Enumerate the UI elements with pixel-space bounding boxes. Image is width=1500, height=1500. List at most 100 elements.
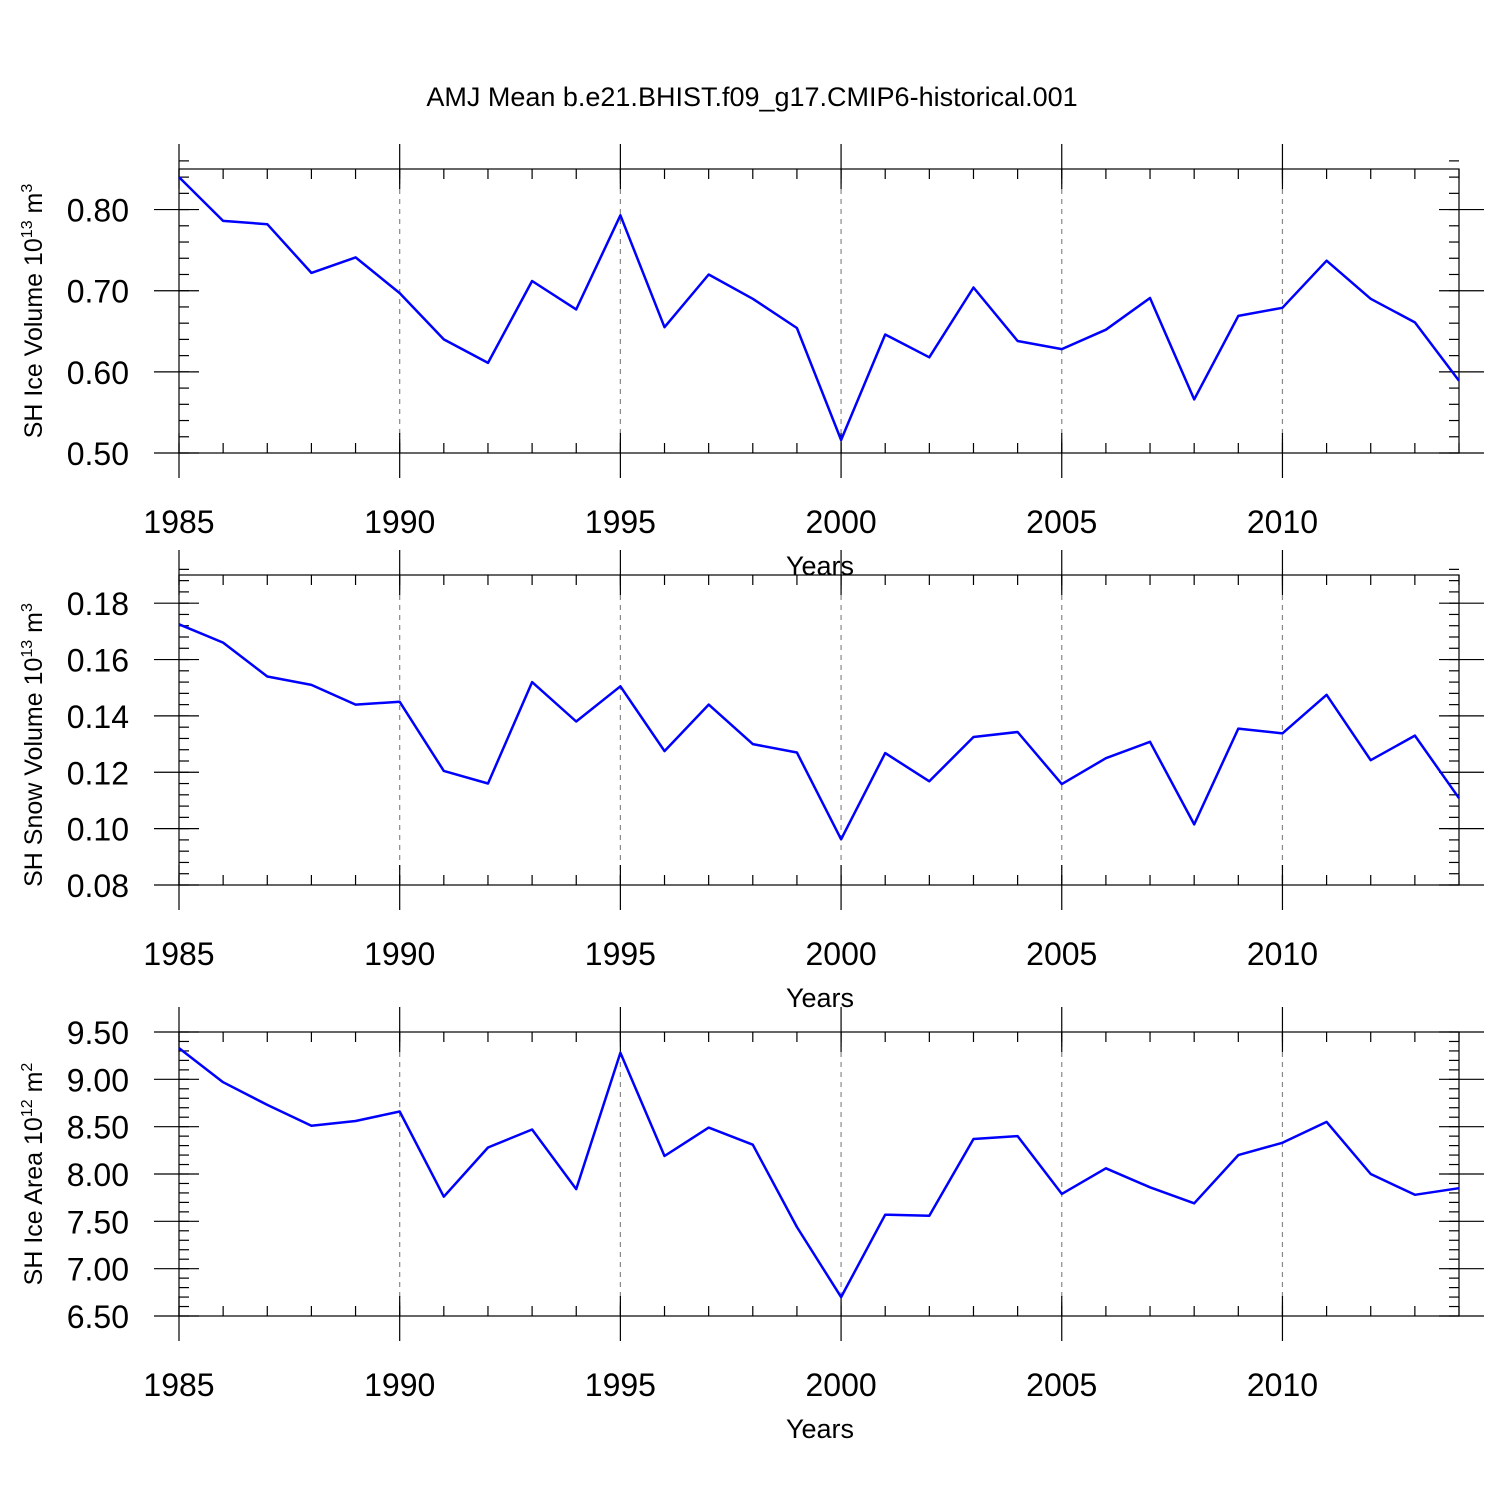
snow-volume-x-tick-label: 1995 bbox=[585, 936, 656, 972]
ice-volume-data-point bbox=[1413, 320, 1417, 324]
ice-volume-data-point bbox=[574, 307, 578, 311]
ice-area-data-point bbox=[751, 1143, 755, 1147]
ice-volume-y-axis-label-unit-exp: 3 bbox=[19, 184, 36, 193]
ice-volume-data-point bbox=[177, 175, 181, 179]
ice-volume-data-point bbox=[618, 213, 622, 217]
ice-volume-data-point bbox=[265, 222, 269, 226]
snow-volume-data-point bbox=[618, 684, 622, 688]
panel-ice-area: 1985 1990 1995 2000 2005 2010 6.50 7.00 7.50 8.00… bbox=[19, 1007, 1484, 1444]
snow-volume-data-point bbox=[1413, 734, 1417, 738]
ice-area-data-point bbox=[1148, 1185, 1152, 1189]
ice-volume-data-point bbox=[398, 291, 402, 295]
ice-area-data-point bbox=[398, 1110, 402, 1114]
snow-volume-data-point bbox=[530, 680, 534, 684]
ice-volume-y-tick-label: 0.80 bbox=[67, 193, 129, 229]
ice-volume-data-point bbox=[309, 271, 313, 275]
ice-volume-y-axis-label: SH Ice Volume 1013 m3 bbox=[19, 184, 48, 439]
ice-volume-x-tick-label: 2010 bbox=[1247, 504, 1318, 540]
ice-volume-data-point bbox=[1280, 306, 1284, 310]
ice-area-data-point bbox=[1457, 1186, 1461, 1190]
snow-volume-data-point bbox=[309, 683, 313, 687]
snow-volume-data-point bbox=[398, 700, 402, 704]
ice-volume-data-point bbox=[221, 219, 225, 223]
ice-area-data-point bbox=[618, 1051, 622, 1055]
snow-volume-data-point bbox=[354, 703, 358, 707]
ice-volume-x-tick-label: 2005 bbox=[1026, 504, 1097, 540]
ice-area-data-point bbox=[265, 1103, 269, 1107]
ice-volume-data-point bbox=[354, 255, 358, 259]
snow-volume-data-point bbox=[1192, 822, 1196, 826]
snow-volume-x-axis-label: Years bbox=[786, 983, 854, 1013]
ice-area-data-point bbox=[1280, 1141, 1284, 1145]
snow-volume-y-axis-label-unit-exp: 3 bbox=[19, 603, 36, 612]
ice-volume-data-point bbox=[663, 325, 667, 329]
snow-volume-x-tick-label: 2010 bbox=[1247, 936, 1318, 972]
ice-volume-y-axis-label-main: SH Ice Volume 10 bbox=[20, 238, 48, 438]
snow-volume-data-point bbox=[1280, 731, 1284, 735]
ice-area-data-point bbox=[1236, 1153, 1240, 1157]
ice-volume-x-axis-label: Years bbox=[786, 551, 854, 581]
ice-area-data-point bbox=[1104, 1166, 1108, 1170]
ice-volume-x-tick-label: 2000 bbox=[805, 504, 876, 540]
ice-area-data-point bbox=[574, 1187, 578, 1191]
snow-volume-series-line bbox=[178, 623, 1461, 841]
ice-volume-plot-frame bbox=[178, 168, 1460, 454]
ice-volume-series-line bbox=[178, 176, 1460, 442]
snow-volume-data-point bbox=[1060, 782, 1064, 786]
ice-volume-y-tick-label: 0.50 bbox=[67, 436, 129, 472]
ice-volume-data-point bbox=[1457, 379, 1461, 383]
ice-area-data-point bbox=[927, 1214, 931, 1218]
snow-volume-data-point bbox=[442, 769, 446, 773]
ice-area-x-tick-label: 2005 bbox=[1026, 1367, 1097, 1403]
ice-area-data-point bbox=[309, 1124, 313, 1128]
ice-volume-data-point bbox=[839, 438, 843, 442]
ice-area-x-tick-label: 1985 bbox=[143, 1367, 214, 1403]
snow-volume-data-point bbox=[221, 641, 225, 645]
snow-volume-data-point bbox=[1369, 758, 1373, 762]
ice-volume-data-point bbox=[1192, 397, 1196, 401]
ice-area-data-point bbox=[177, 1046, 181, 1050]
ice-area-y-axis-label-unit: m bbox=[20, 1072, 48, 1100]
snow-volume-x-tick-label: 2000 bbox=[805, 936, 876, 972]
ice-area-y-axis-label: SH Ice Area 1012 m2 bbox=[19, 1063, 48, 1286]
ice-volume-data-point bbox=[1148, 296, 1152, 300]
snow-volume-y-tick-label: 0.12 bbox=[67, 755, 129, 791]
snow-volume-y-axis-label: SH Snow Volume 1013 m3 bbox=[19, 603, 48, 887]
snow-volume-data-point bbox=[1457, 796, 1461, 800]
ice-volume-y-tick-label: 0.70 bbox=[67, 274, 129, 310]
snow-volume-y-axis-label-main: SH Snow Volume 10 bbox=[20, 658, 48, 887]
ice-area-x-tick-label: 1995 bbox=[585, 1367, 656, 1403]
snow-volume-y-axis-label-unit: m bbox=[20, 612, 48, 640]
snow-volume-data-point bbox=[663, 749, 667, 753]
snow-volume-data-point bbox=[1104, 756, 1108, 760]
ice-volume-data-point bbox=[927, 355, 931, 359]
ice-area-data-point bbox=[1325, 1120, 1329, 1124]
ice-area-y-axis-label-unit-exp: 2 bbox=[19, 1063, 36, 1072]
ice-area-y-axis-label-exp: 12 bbox=[19, 1099, 36, 1117]
snow-volume-data-point bbox=[486, 782, 490, 786]
ice-area-data-point bbox=[442, 1195, 446, 1199]
ice-area-y-tick-label: 9.00 bbox=[67, 1062, 129, 1098]
ice-area-y-tick-label: 6.50 bbox=[67, 1299, 129, 1335]
snow-volume-data-point bbox=[1148, 740, 1152, 744]
ice-area-series-line bbox=[178, 1047, 1460, 1299]
snow-volume-y-tick-label: 0.10 bbox=[67, 812, 129, 848]
snow-volume-data-point bbox=[795, 751, 799, 755]
ice-area-y-tick-label: 7.00 bbox=[67, 1252, 129, 1288]
ice-area-data-point bbox=[1413, 1193, 1417, 1197]
ice-area-data-point bbox=[883, 1213, 887, 1217]
ice-area-data-point bbox=[1060, 1192, 1064, 1196]
ice-area-y-tick-label: 8.00 bbox=[67, 1157, 129, 1193]
snow-volume-data-point bbox=[971, 735, 975, 739]
ice-area-y-tick-label: 8.50 bbox=[67, 1110, 129, 1146]
snow-volume-x-tick-label: 2005 bbox=[1026, 936, 1097, 972]
snow-volume-y-tick-label: 0.18 bbox=[67, 586, 129, 622]
ice-area-y-axis-label-main: SH Ice Area 10 bbox=[20, 1117, 48, 1285]
ice-area-data-point bbox=[221, 1080, 225, 1084]
snow-volume-y-tick-label: 0.16 bbox=[67, 643, 129, 679]
snow-volume-data-point bbox=[1016, 730, 1020, 734]
snow-volume-plot-frame bbox=[178, 574, 1460, 886]
snow-volume-x-tick-label: 1990 bbox=[364, 936, 435, 972]
ice-volume-data-point bbox=[530, 279, 534, 283]
